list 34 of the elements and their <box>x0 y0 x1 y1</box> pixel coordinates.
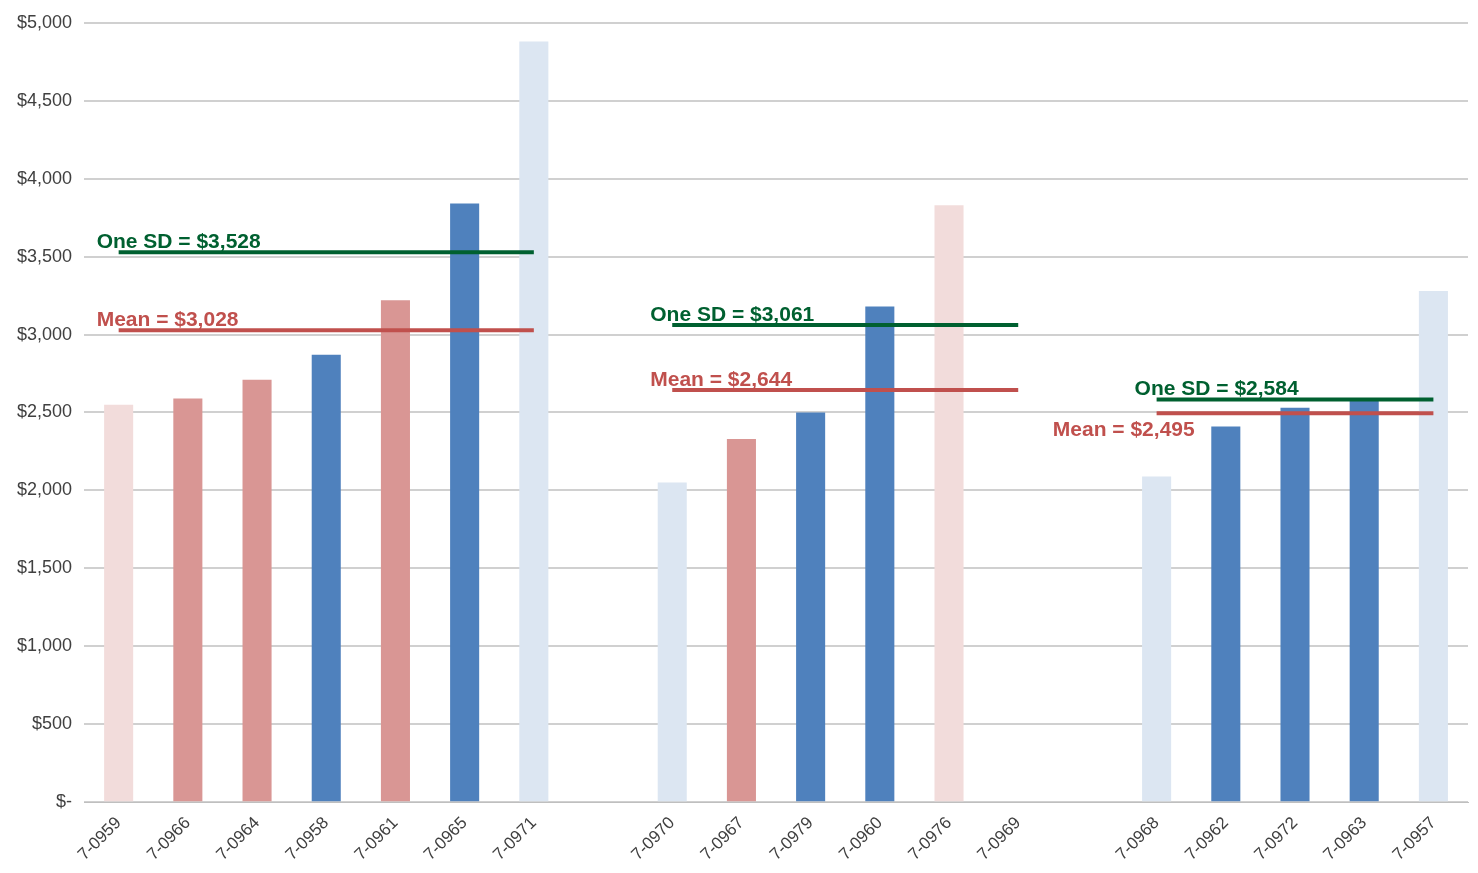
annotation: Mean = $3,028 <box>96 307 239 331</box>
y-tick-label: $- <box>56 791 73 812</box>
y-tick-label: $3,500 <box>16 245 73 266</box>
annotation: Mean = $2,495 <box>1052 417 1195 441</box>
annotation: One SD = $3,528 <box>96 229 261 253</box>
bar <box>1418 290 1448 802</box>
y-tick-label: $4,000 <box>16 167 73 188</box>
y-tick-label: $4,500 <box>16 89 73 110</box>
bar <box>657 482 687 802</box>
y-tick-label: $1,500 <box>16 557 73 578</box>
bar <box>104 404 134 802</box>
bar <box>311 354 341 802</box>
bar <box>173 398 203 802</box>
y-tick-label: $1,000 <box>16 635 73 656</box>
annotation: Mean = $2,644 <box>650 367 793 391</box>
y-tick-label: $500 <box>32 713 73 734</box>
y-tick-label: $2,500 <box>16 401 73 422</box>
bar <box>796 412 826 802</box>
bar <box>450 203 480 802</box>
bar <box>1142 476 1172 802</box>
bar <box>380 300 410 802</box>
y-tick-label: $2,000 <box>16 479 73 500</box>
bar <box>865 306 895 802</box>
bar <box>934 205 964 802</box>
bar <box>1280 407 1310 802</box>
annotation: One SD = $3,061 <box>650 302 815 326</box>
bar <box>519 41 549 802</box>
annotation: One SD = $2,584 <box>1134 376 1299 400</box>
y-tick-label: $5,000 <box>16 11 73 32</box>
bar <box>726 438 756 802</box>
bar <box>1349 400 1379 802</box>
y-tick-label: $3,000 <box>16 323 73 344</box>
bar <box>1211 426 1241 802</box>
bar <box>242 379 272 802</box>
